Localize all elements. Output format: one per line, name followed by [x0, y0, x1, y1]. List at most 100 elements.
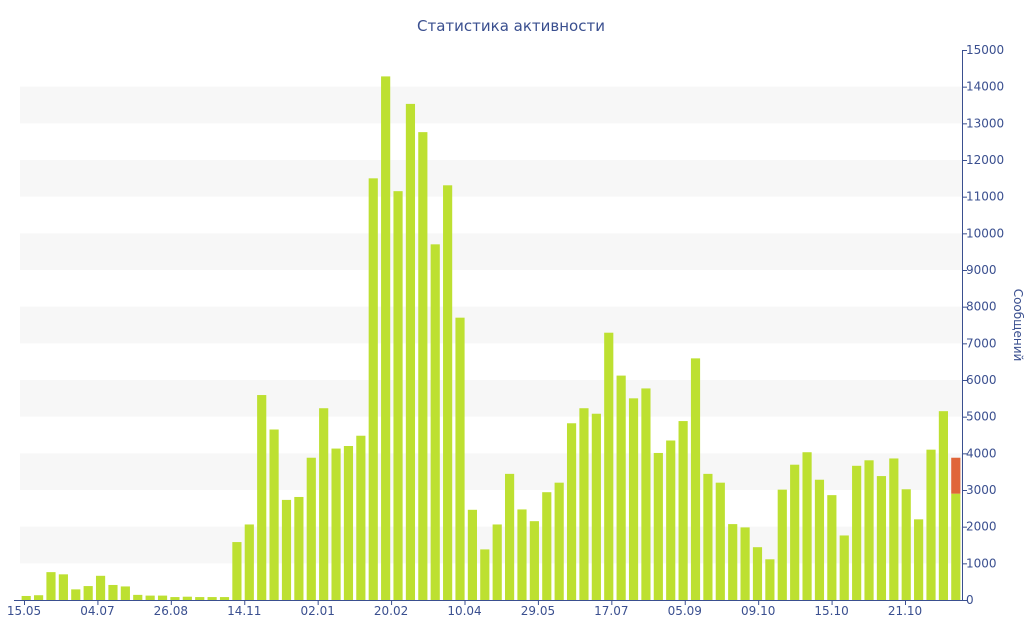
- bar: [133, 594, 143, 600]
- x-tick-label: 29.05: [521, 604, 555, 618]
- y-tick-label: 3000: [966, 483, 997, 497]
- x-tick-label: 10.04: [447, 604, 481, 618]
- bar: [566, 423, 577, 600]
- grid-band: [20, 160, 962, 197]
- bar: [740, 527, 750, 600]
- bar: [207, 597, 217, 600]
- bar: [926, 449, 936, 600]
- bar: [889, 458, 899, 600]
- x-axis-ticks: 15.05 04.07 26.08 14.11 02.01 20.02 10.04 29.05…: [7, 600, 922, 618]
- chart-title: Статистика активности: [417, 17, 605, 35]
- y-tick-label: 8000: [966, 300, 997, 314]
- bar: [814, 479, 825, 600]
- bar: [343, 446, 354, 600]
- bar: [443, 185, 453, 601]
- bar: [467, 509, 477, 600]
- y-tick-label: 7000: [966, 336, 997, 350]
- bar: [368, 178, 378, 601]
- bar: [356, 435, 366, 600]
- x-tick-label: 20.02: [374, 604, 408, 618]
- y-tick-label: 10000: [966, 226, 1004, 240]
- bar: [95, 575, 106, 600]
- bar: [393, 191, 403, 600]
- bar: [281, 499, 292, 600]
- bar: [455, 317, 465, 600]
- bar: [195, 597, 205, 600]
- bar: [331, 448, 341, 600]
- bar: [715, 482, 725, 600]
- bar: [914, 519, 924, 600]
- bar: [728, 524, 738, 600]
- y-tick-label: 14000: [966, 80, 1004, 94]
- bar: [579, 408, 589, 600]
- bar: [480, 549, 490, 600]
- bar: [529, 521, 539, 600]
- bar: [505, 473, 515, 600]
- x-tick-label: 05.09: [668, 604, 702, 618]
- grid-band: [20, 306, 962, 344]
- x-tick-label: 15.10: [814, 604, 848, 618]
- bar: [542, 492, 552, 600]
- bar: [418, 132, 428, 600]
- x-tick-label: 15.05: [7, 604, 41, 618]
- bar: [616, 375, 626, 600]
- bar: [257, 395, 267, 600]
- x-tick-label: 21.10: [888, 604, 922, 618]
- bar: [628, 398, 639, 600]
- bar: [517, 509, 527, 600]
- bar: [703, 473, 713, 600]
- bar: [219, 597, 230, 600]
- y-tick-label: 11000: [966, 190, 1004, 204]
- y-tick-label: 5000: [966, 410, 997, 424]
- bar: [901, 489, 911, 600]
- bar: [170, 597, 180, 600]
- grid-band: [20, 380, 962, 417]
- y-tick-label: 6000: [966, 373, 997, 387]
- bar: [777, 489, 787, 600]
- y-tick-label: 1000: [966, 556, 997, 570]
- y-axis-ticks: 0 1000 2000 3000 4000 5000 6000 7000 8000 9000 100…: [962, 43, 1004, 607]
- bar: [83, 586, 93, 600]
- bar: [145, 595, 155, 600]
- bar: [864, 460, 874, 600]
- x-tick-label: 09.10: [741, 604, 775, 618]
- bar: [319, 408, 329, 600]
- bar: [802, 452, 812, 600]
- x-tick-label: 02.01: [300, 604, 334, 618]
- bar: [46, 572, 56, 600]
- y-tick-label: 9000: [966, 263, 997, 277]
- bar: [405, 103, 416, 601]
- bar: [294, 496, 304, 600]
- bar: [852, 465, 862, 600]
- grid-band: [20, 86, 962, 124]
- x-tick-label: 17.07: [594, 604, 628, 618]
- bar: [381, 76, 391, 600]
- bar: [690, 358, 701, 600]
- bar: [790, 464, 800, 600]
- y-tick-label: 0: [966, 593, 974, 607]
- y-tick-label: 15000: [966, 43, 1004, 57]
- x-tick-label: 04.07: [80, 604, 114, 618]
- bar: [492, 524, 502, 600]
- bars: [21, 76, 961, 601]
- bar: [269, 429, 279, 600]
- grid-band: [20, 233, 962, 270]
- bar: [876, 476, 887, 600]
- y-tick-label: 12000: [966, 153, 1004, 167]
- y-tick-label: 4000: [966, 446, 997, 460]
- bar: [604, 332, 614, 600]
- bar: [232, 542, 242, 600]
- bar: [752, 547, 763, 600]
- bar: [591, 413, 601, 600]
- bar: [34, 595, 44, 600]
- y-tick-label: 13000: [966, 116, 1004, 130]
- bar: [120, 586, 130, 600]
- bar: [839, 535, 849, 600]
- bar: [21, 595, 31, 600]
- bar: [666, 440, 676, 600]
- bar: [554, 482, 564, 600]
- y-tick-label: 2000: [966, 520, 997, 534]
- bar: [306, 457, 316, 600]
- bar: [108, 584, 118, 600]
